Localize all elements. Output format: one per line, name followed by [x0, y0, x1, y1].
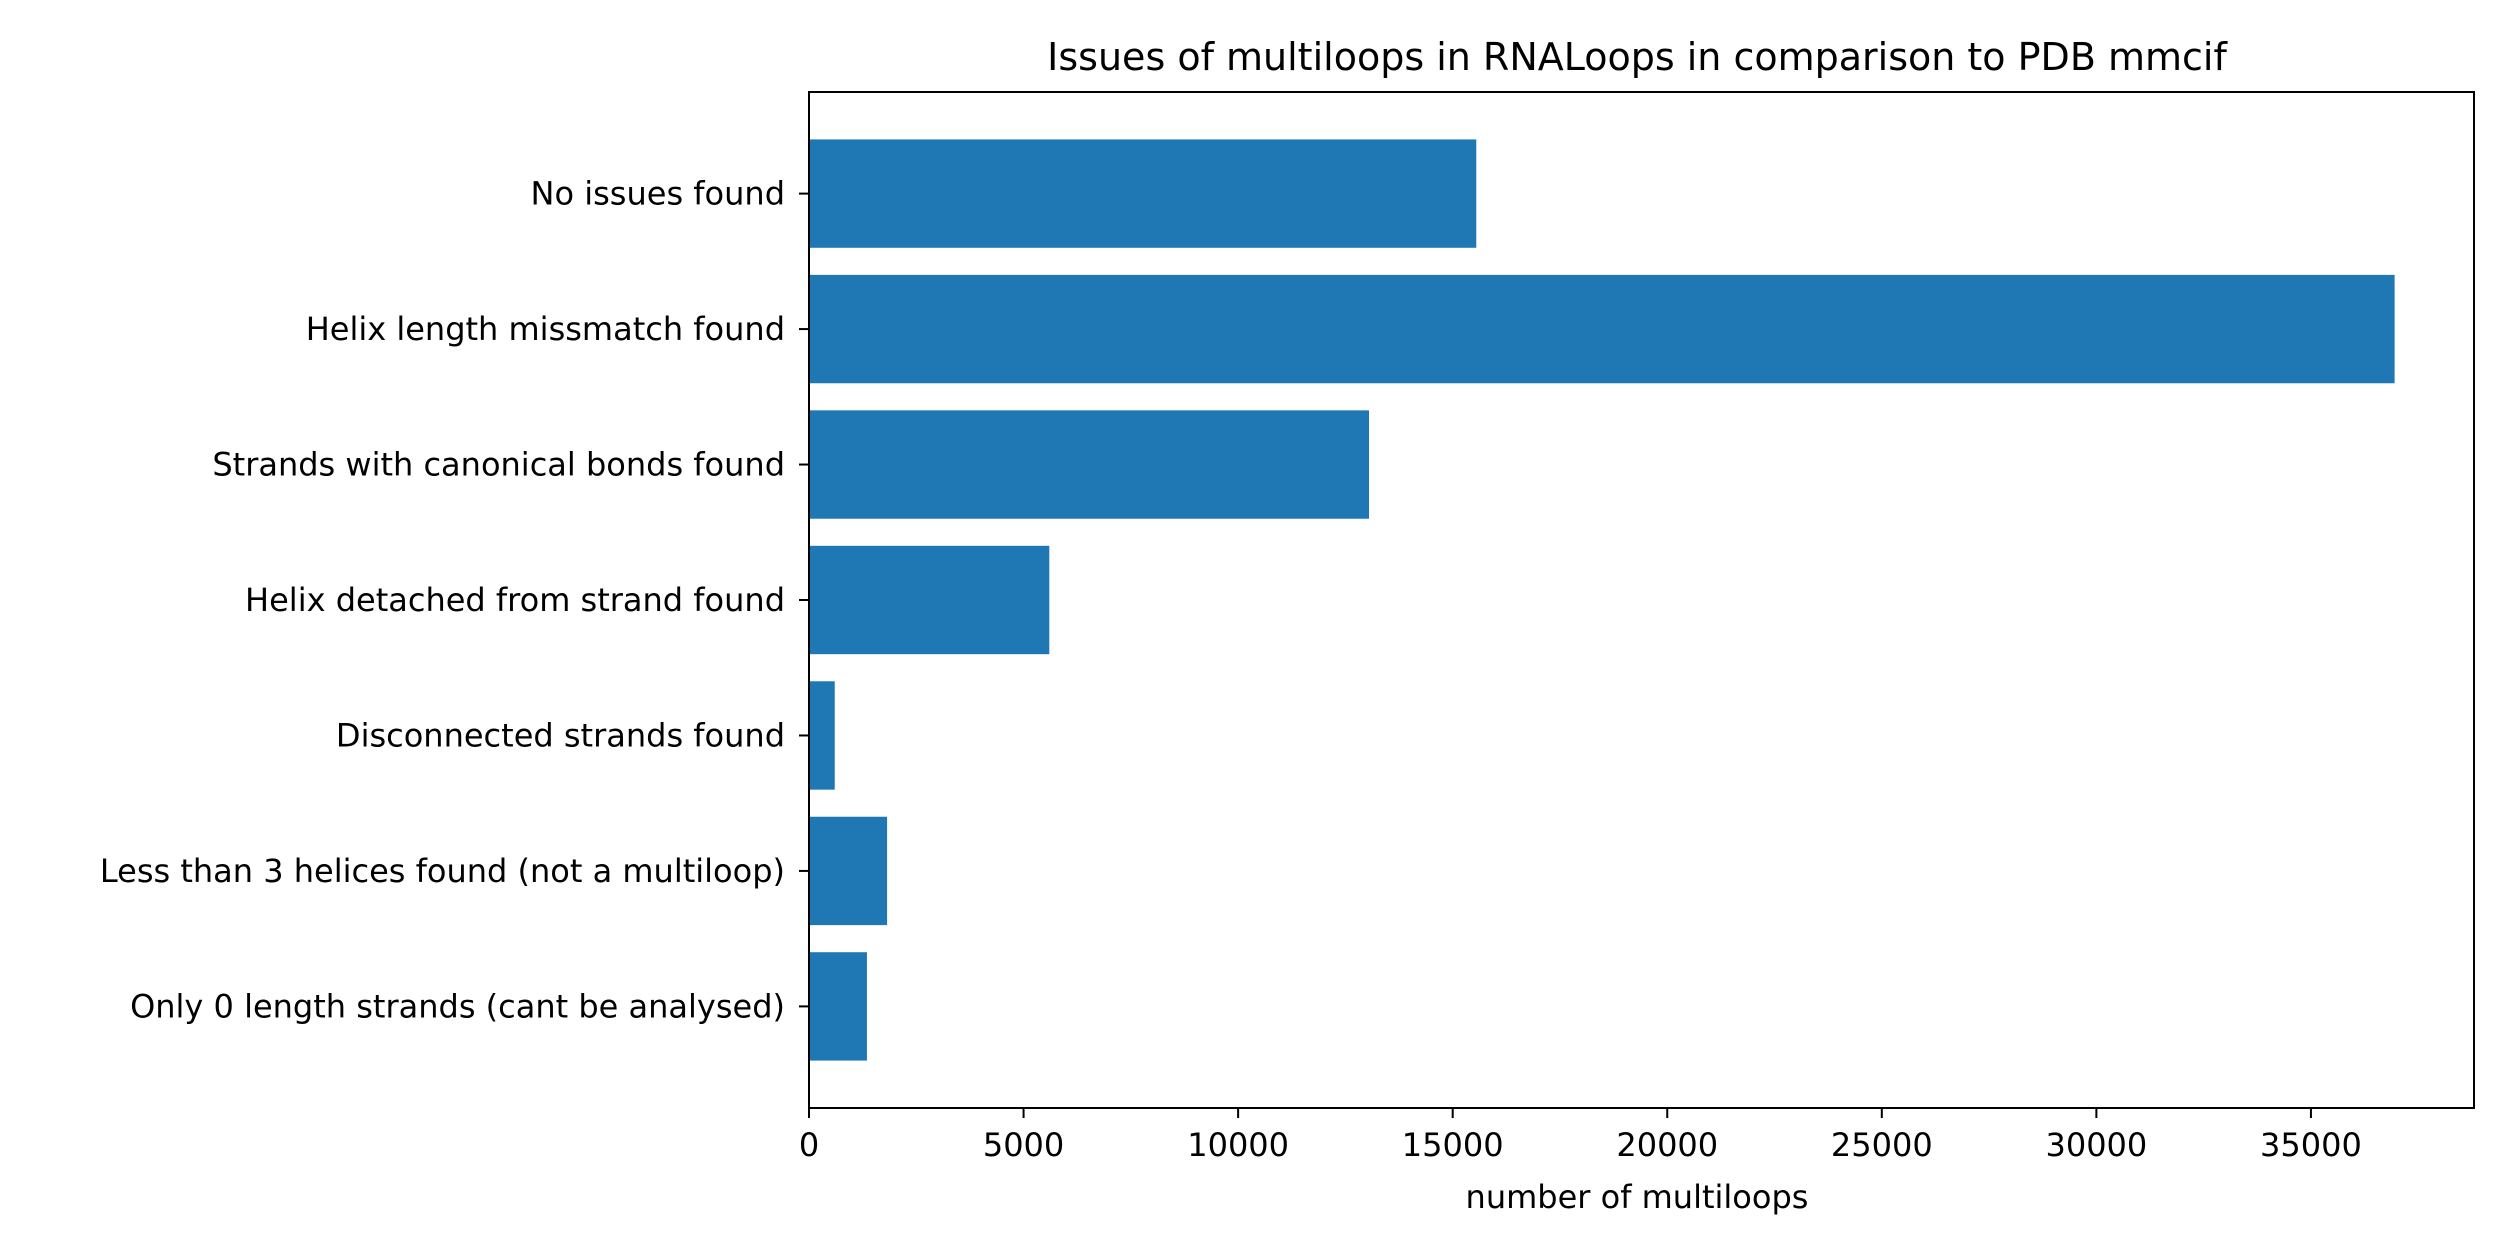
x-tick-label-5: 25000 — [1831, 1126, 1933, 1164]
x-tick-label-2: 10000 — [1187, 1126, 1289, 1164]
y-tick-label-0: No issues found — [531, 175, 785, 213]
bar-2 — [809, 410, 1370, 519]
x-axis-label: number of multiloops — [1466, 1178, 1809, 1216]
x-tick-label-6: 30000 — [2045, 1126, 2147, 1164]
bar-6 — [809, 952, 867, 1061]
bar-5 — [809, 816, 888, 926]
y-axis-ticks: No issues found Helix length missmatch fo… — [100, 175, 809, 1025]
y-tick-label-3: Helix detached from strand found — [245, 581, 785, 619]
bar-1 — [809, 274, 2395, 384]
bar-0 — [809, 139, 1477, 248]
x-axis-ticks: 0 5000 10000 15000 20000 25000 30000 35000 — [799, 1108, 2362, 1164]
x-tick-label-3: 15000 — [1402, 1126, 1504, 1164]
x-tick-label-7: 35000 — [2260, 1126, 2362, 1164]
y-tick-label-5: Less than 3 helices found (not a multilo… — [100, 852, 785, 890]
y-tick-label-1: Helix length missmatch found — [306, 310, 785, 348]
y-tick-label-2: Strands with canonical bonds found — [212, 446, 785, 484]
y-tick-label-4: Disconnected strands found — [336, 716, 785, 754]
x-tick-label-1: 5000 — [983, 1126, 1064, 1164]
x-tick-label-0: 0 — [799, 1126, 819, 1164]
bar-3 — [809, 545, 1050, 655]
bars-group — [809, 139, 2395, 1061]
x-tick-label-4: 20000 — [1616, 1126, 1718, 1164]
bar-4 — [809, 681, 835, 790]
plot-frame — [808, 91, 2475, 1109]
chart-title: Issues of multiloops in RNALoops in comp… — [1047, 35, 2228, 79]
y-tick-label-6: Only 0 length strands (cant be analysed) — [130, 987, 785, 1025]
